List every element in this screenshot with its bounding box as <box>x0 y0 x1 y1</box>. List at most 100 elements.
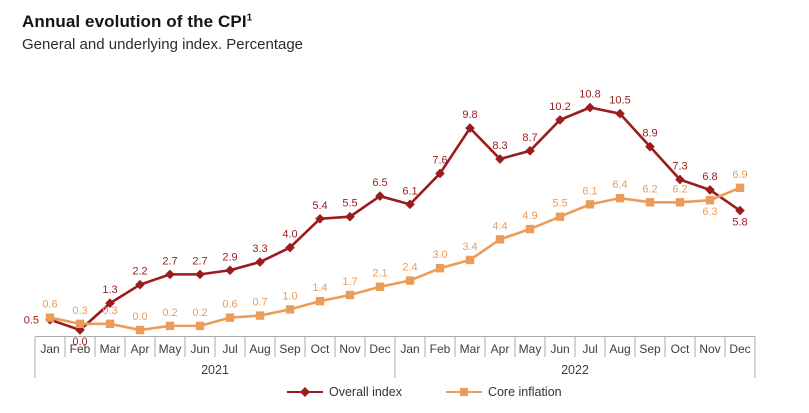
data-point-marker <box>225 265 235 276</box>
data-point-marker <box>285 305 295 314</box>
data-point-marker <box>375 191 385 201</box>
data-point-marker <box>705 185 715 195</box>
data-point-label: 0.6 <box>222 299 237 311</box>
data-point-marker <box>585 102 595 113</box>
month-label: Apr <box>491 342 510 356</box>
data-point-label: 1.7 <box>342 276 357 288</box>
core-inflation-data-labels: 0.6 0.3 0.3 0.0 0.2 0.2 0.6 0.7 1.0 1.4 1.7 2.1 2.4 3… <box>42 169 747 323</box>
data-point-marker <box>255 311 265 320</box>
data-point-label: 2.4 <box>402 262 417 274</box>
month-label: Dec <box>729 342 750 356</box>
data-point-label: 5.5 <box>342 198 357 210</box>
year-label: 2022 <box>561 363 589 377</box>
month-label: Mar <box>100 342 121 356</box>
series-core-inflation: 0.6 0.3 0.3 0.0 0.2 0.2 0.6 0.7 1.0 1.4 1.7 2.1 2.4 3… <box>42 169 748 335</box>
data-point-marker <box>195 269 205 280</box>
data-point-label: 5.5 <box>552 198 567 210</box>
data-point-marker <box>525 145 535 156</box>
month-label: Apr <box>131 342 150 356</box>
data-point-marker <box>525 224 535 234</box>
data-point-marker <box>255 257 265 267</box>
month-label: Aug <box>609 342 630 356</box>
data-point-label: 0.2 <box>192 307 207 319</box>
data-point-label: 6.1 <box>402 185 417 197</box>
data-point-label: 0.6 <box>42 299 57 311</box>
data-point-label: 3.4 <box>462 241 477 253</box>
month-label: Jan <box>400 342 419 356</box>
data-point-marker <box>165 321 175 331</box>
data-point-label: 1.3 <box>102 284 117 296</box>
month-label: Oct <box>311 342 330 356</box>
data-point-marker <box>465 255 475 265</box>
data-point-marker <box>645 198 655 207</box>
data-point-marker <box>675 174 685 185</box>
square-marker-icon <box>459 388 468 396</box>
x-axis-labels: Jan Feb Mar Apr May Jun Jul Aug Sep Oct Nov Dec Jan F… <box>40 342 750 377</box>
data-point-label: 2.1 <box>372 268 387 280</box>
page-title-text: Annual evolution of the CPI <box>22 12 247 31</box>
data-point-label: 0.0 <box>132 311 147 323</box>
data-point-marker <box>495 154 505 164</box>
data-point-label: 5.8 <box>732 217 747 229</box>
chart-header: Annual evolution of the CPI1 General and… <box>22 12 303 53</box>
data-point-label: 4.4 <box>492 220 507 232</box>
data-point-marker <box>675 198 685 207</box>
month-label: Nov <box>699 342 720 356</box>
data-point-label: 6.4 <box>612 179 627 191</box>
core-inflation-line-sample <box>445 387 482 397</box>
data-point-label: 0.2 <box>162 307 177 319</box>
x-axis <box>34 336 756 378</box>
data-point-label: 8.3 <box>492 140 507 152</box>
data-point-label: 2.7 <box>192 255 207 267</box>
data-point-label: 3.0 <box>432 249 447 261</box>
footnote-superscript: 1 <box>246 12 253 24</box>
legend-label-overall-index: Overall index <box>329 385 402 399</box>
data-point-label: 1.4 <box>312 282 327 294</box>
data-point-marker <box>585 200 595 209</box>
data-point-label: 6.8 <box>702 171 717 183</box>
overall-index-line-sample <box>287 387 323 397</box>
data-point-label: 6.2 <box>672 183 687 195</box>
data-point-label: 6.2 <box>642 183 657 195</box>
data-point-marker <box>45 313 55 322</box>
data-point-label: 6.5 <box>372 177 387 189</box>
legend-item-overall-index: Overall index <box>287 385 402 399</box>
month-label: Feb <box>430 342 451 356</box>
overall-index-line <box>49 106 741 332</box>
data-point-label: 8.9 <box>642 128 657 140</box>
data-point-marker <box>75 319 85 329</box>
data-point-label: 6.9 <box>732 169 747 181</box>
data-point-label: 1.0 <box>282 290 297 302</box>
data-point-marker <box>555 115 565 125</box>
data-point-marker <box>135 325 145 335</box>
data-point-marker <box>285 242 295 253</box>
data-point-label: 0.0 <box>72 336 87 348</box>
data-point-label: 4.0 <box>282 229 297 241</box>
data-point-marker <box>375 282 385 291</box>
data-point-label: 9.8 <box>462 109 477 121</box>
legend-item-core-inflation: Core inflation <box>445 385 562 399</box>
month-label: Sep <box>639 342 661 356</box>
data-point-marker <box>555 212 565 221</box>
data-point-marker <box>165 269 175 280</box>
data-point-marker <box>135 279 145 290</box>
month-label: Mar <box>460 342 481 356</box>
data-point-marker <box>735 183 745 193</box>
data-point-marker <box>435 264 445 273</box>
month-label: May <box>519 342 542 356</box>
data-point-label: 0.7 <box>252 297 267 309</box>
legend-label-core-inflation: Core inflation <box>487 385 562 399</box>
data-point-label: 10.5 <box>609 95 630 107</box>
data-point-label: 2.7 <box>162 255 177 267</box>
month-label: Jun <box>550 342 569 356</box>
data-point-label: 7.6 <box>432 154 447 166</box>
data-point-marker <box>405 276 415 285</box>
data-point-marker <box>495 235 505 244</box>
overall-index-data-labels: 0.5 0.0 1.3 2.2 2.7 2.7 2.9 3.3 4.0 5.4 5.5 6.5 6.1 7… <box>24 89 748 348</box>
month-label: Jun <box>190 342 209 356</box>
page-subtitle: General and underlying index. Percentage <box>22 36 304 53</box>
data-point-marker <box>105 319 115 329</box>
chart-legend: Overall index Core inflation <box>287 385 562 399</box>
